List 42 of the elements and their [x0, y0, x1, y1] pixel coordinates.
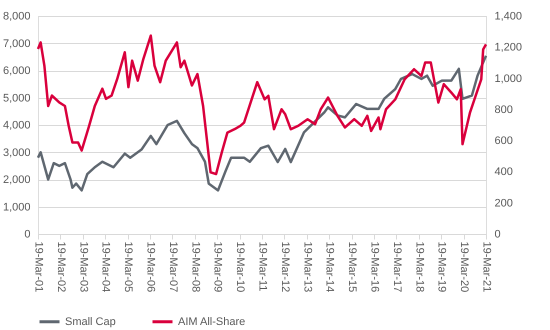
x-tick-label: 19-Mar-03 [77, 242, 90, 292]
x-tick-label: 19-Mar-11 [256, 242, 268, 292]
x-tick-label: 19-Mar-20 [458, 242, 470, 292]
y-tick-label: 4,000 [2, 120, 30, 132]
x-tick-label: 19-Mar-14 [324, 242, 336, 292]
x-tick-label: 19-Mar-16 [368, 242, 381, 292]
y2-tick-label: 400 [494, 166, 513, 178]
y-tick-label: 3,000 [2, 146, 30, 159]
y-tick-label: 5,000 [2, 92, 30, 104]
x-tick-label: 19-Mar-02 [54, 242, 67, 292]
x-tick-label: 19-Mar-10 [234, 242, 246, 292]
y-tick-label: 7,000 [2, 38, 30, 50]
line-series [36, 34, 488, 176]
y2-tick-label: 0 [494, 228, 501, 240]
x-tick-label: 19-Mar-21 [480, 242, 492, 292]
x-tick-label: 19-Mar-08 [189, 242, 202, 292]
x-tick-label: 19-Mar-13 [301, 242, 314, 292]
legend-label: AIM All-Share [178, 316, 246, 328]
x-tick-label: 19-Mar-15 [346, 242, 358, 292]
line-series [36, 54, 488, 192]
x-tick-label: 19-Mar-07 [166, 242, 179, 292]
y2-tick-label: 600 [494, 135, 513, 148]
y2-tick-label: 1,000 [494, 72, 522, 85]
x-tick-label: 19-Mar-17 [390, 242, 403, 292]
y-tick-label: 8,000 [2, 10, 30, 22]
x-tick-label: 19-Mar-12 [278, 242, 291, 292]
y2-tick-label: 1,400 [494, 10, 522, 22]
x-tick-label: 19-Mar-06 [144, 242, 156, 292]
y-tick-label: 6,000 [2, 65, 30, 77]
legend-label: Small Cap [65, 316, 116, 328]
x-tick-label: 19-Mar-19 [436, 242, 448, 292]
y-tick-label: 1,000 [2, 201, 30, 214]
y2-tick-label: 800 [494, 104, 513, 116]
x-tick-label: 19-Mar-18 [413, 242, 426, 292]
y-tick-label: 0 [24, 228, 30, 240]
x-tick-label: 19-Mar-05 [122, 242, 134, 292]
y2-tick-label: 200 [494, 197, 513, 210]
x-tick-label: 19-Mar-01 [32, 242, 44, 292]
x-tick-label: 19-Mar-09 [212, 242, 224, 292]
y-tick-label: 2,000 [2, 174, 30, 186]
x-tick-label: 19-Mar-04 [100, 242, 112, 292]
y2-tick-label: 1,200 [494, 42, 522, 54]
